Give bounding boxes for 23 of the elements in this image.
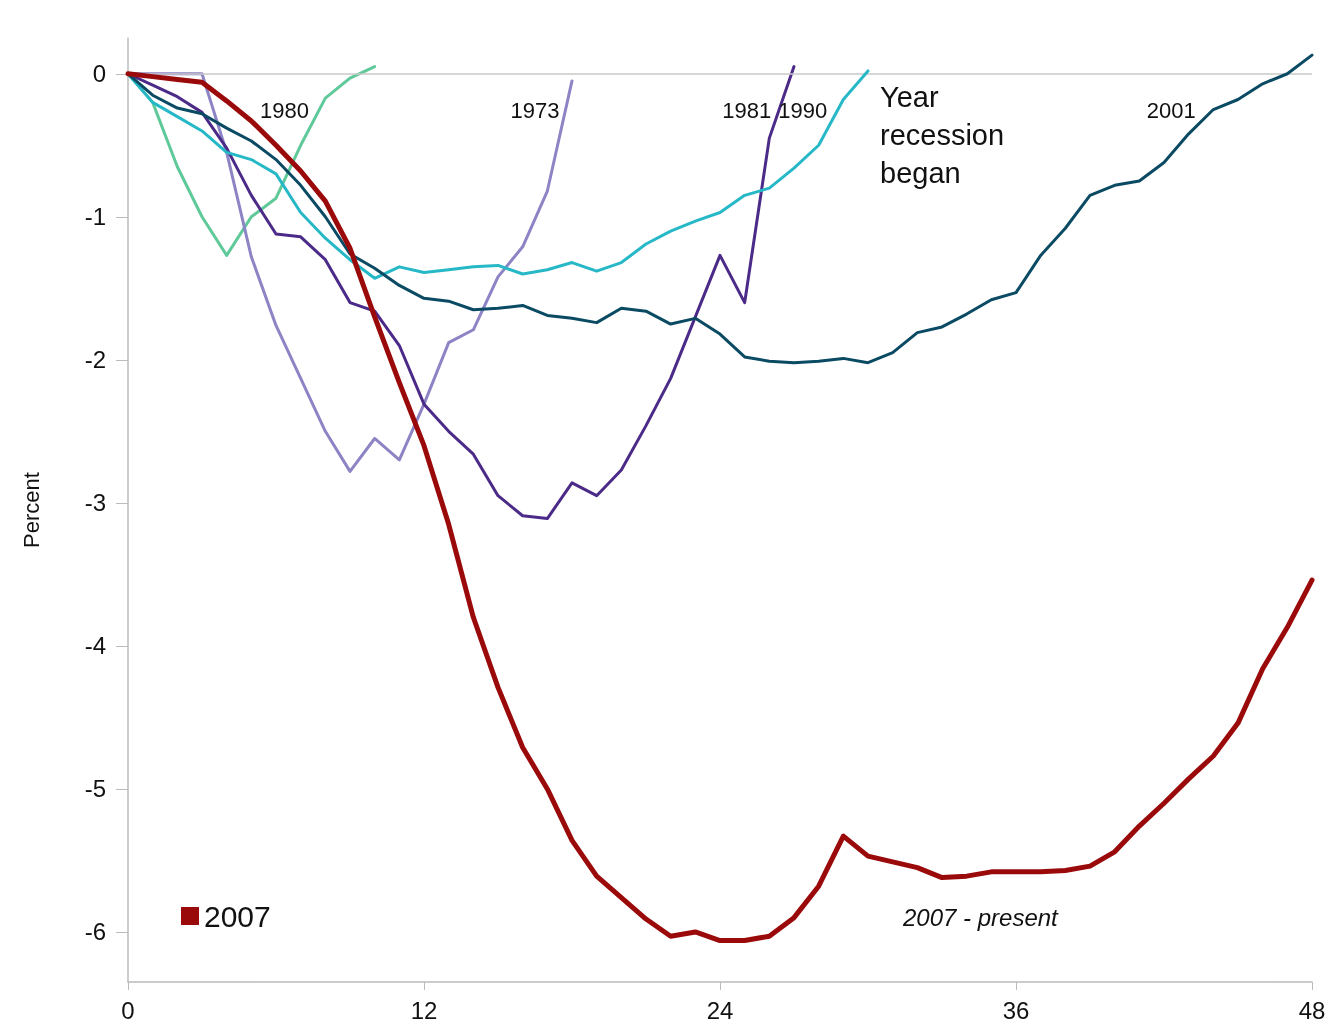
y-tick-label: -3 (84, 489, 106, 517)
x-tick-label: 24 (706, 996, 734, 1024)
x-tick-label: 36 (1002, 996, 1030, 1024)
series-label: 1980 (259, 98, 309, 124)
line-series (126, 53, 1314, 365)
annotation: Year recession began (880, 81, 1013, 189)
y-tick-label: -2 (84, 346, 106, 374)
x-tick-label: 48 (1298, 996, 1326, 1024)
series-label: 1973 (510, 98, 560, 124)
y-tick-label: -5 (84, 775, 106, 803)
y-tick-label: -1 (84, 203, 106, 231)
series-label: 1990 (778, 98, 828, 124)
annotation: 2007 - present (902, 903, 1060, 931)
series-label: 1981 (722, 98, 772, 124)
y-tick-label: 0 (92, 60, 106, 88)
line-series (126, 69, 870, 280)
x-tick-label: 12 (410, 996, 438, 1024)
y-tick-label: -4 (84, 632, 106, 660)
y-axis-title: Percent (18, 472, 44, 548)
series-label: 2001 (1146, 98, 1196, 124)
y-tick-label: -6 (84, 918, 106, 946)
legend-label: 2007 (204, 899, 271, 933)
x-tick-label: 0 (121, 996, 135, 1024)
